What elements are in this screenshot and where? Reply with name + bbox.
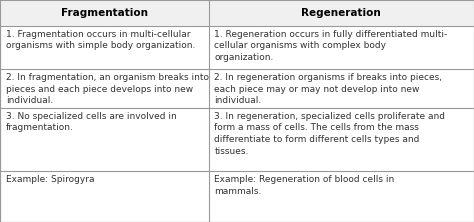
Text: 1. Regeneration occurs in fully differentiated multi-
cellular organisms with co: 1. Regeneration occurs in fully differen…	[214, 30, 447, 62]
Text: 2. In fragmentation, an organism breaks into
pieces and each piece develops into: 2. In fragmentation, an organism breaks …	[6, 73, 209, 105]
Text: 3. In regeneration, specialized cells proliferate and
form a mass of cells. The : 3. In regeneration, specialized cells pr…	[214, 112, 445, 156]
Bar	[0, 0, 209, 26]
Text: 3. No specialized cells are involved in
fragmentation.: 3. No specialized cells are involved in …	[6, 112, 176, 133]
Text: 1. Fragmentation occurs in multi-cellular
organisms with simple body organizatio: 1. Fragmentation occurs in multi-cellula…	[6, 30, 195, 50]
Text: Example: Spirogyra: Example: Spirogyra	[6, 175, 94, 184]
Text: Example: Regeneration of blood cells in
mammals.: Example: Regeneration of blood cells in …	[214, 175, 394, 196]
Text: Fragmentation: Fragmentation	[61, 8, 148, 18]
Bar	[209, 0, 474, 26]
Text: Regeneration: Regeneration	[301, 8, 381, 18]
Text: 2. In regeneration organisms if breaks into pieces,
each piece may or may not de: 2. In regeneration organisms if breaks i…	[214, 73, 442, 105]
